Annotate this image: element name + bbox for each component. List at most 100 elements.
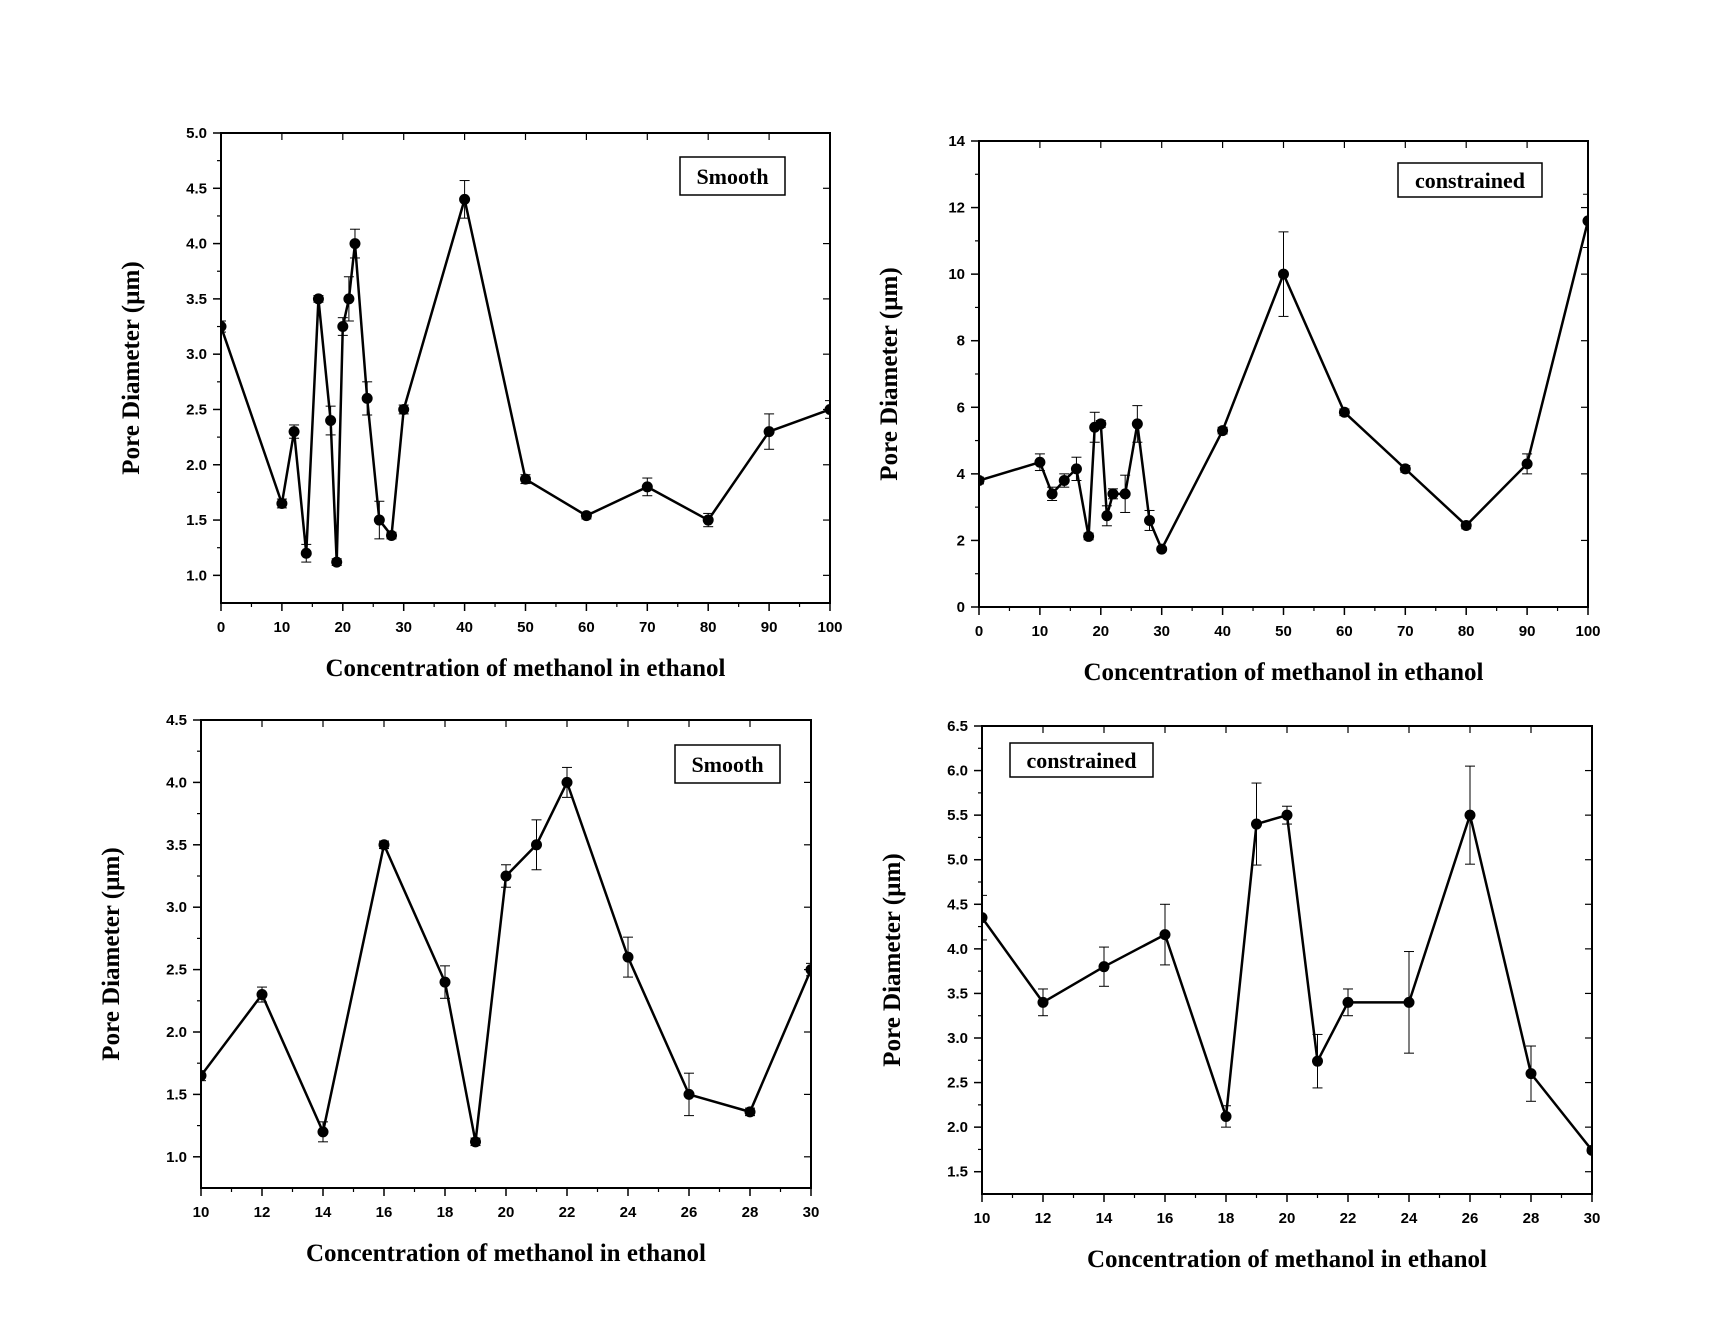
- data-layer: [221, 180, 830, 568]
- x-tick-label: 20: [1092, 623, 1109, 640]
- y-tick-label: 6.0: [947, 763, 968, 780]
- data-point: [439, 976, 451, 988]
- y-tick-label: 2: [957, 532, 965, 549]
- data-point: [982, 912, 988, 924]
- x-tick-label: 20: [1279, 1210, 1296, 1227]
- data-point: [531, 839, 542, 851]
- data-point: [1034, 456, 1046, 468]
- x-tick-label: 40: [456, 619, 473, 636]
- x-tick-label: 80: [700, 619, 717, 636]
- data-point: [1046, 488, 1058, 500]
- data-point: [1586, 1144, 1592, 1156]
- plot-frame: [978, 140, 1589, 608]
- y-tick-label: 4.5: [166, 712, 187, 729]
- data-point: [1217, 425, 1229, 437]
- x-tick-label: 50: [1275, 623, 1292, 640]
- data-layer: [979, 193, 1588, 555]
- x-tick-label: 14: [1096, 1210, 1113, 1227]
- data-point: [1119, 488, 1131, 500]
- data-point: [1338, 406, 1350, 418]
- legend-box: [1397, 162, 1543, 198]
- data-point: [312, 293, 324, 305]
- x-tick-label: 22: [559, 1204, 576, 1221]
- legend-label: constrained: [1415, 168, 1525, 193]
- data-point: [561, 776, 573, 788]
- x-tick-label: 28: [742, 1204, 759, 1221]
- x-tick-label: 90: [1519, 623, 1536, 640]
- x-axis-title: Concentration of methanol in ethanol: [1084, 659, 1484, 686]
- data-point: [349, 238, 361, 250]
- series-line: [201, 781, 811, 1144]
- data-point: [317, 1126, 329, 1138]
- data-point: [1278, 268, 1289, 280]
- y-tick-label: 1.5: [947, 1164, 968, 1181]
- y-tick-label: 2.5: [947, 1075, 968, 1092]
- x-tick-label: 28: [1523, 1210, 1540, 1227]
- panel-top-left: 0 10 20 30 40 50 60 70 80 90 100 1.0 1.5 2.0 2.5 3.0 3.5…: [118, 125, 843, 682]
- data-point: [824, 403, 830, 415]
- data-point: [702, 514, 714, 526]
- x-tick-label: 16: [1157, 1210, 1174, 1227]
- data-point: [1144, 514, 1156, 526]
- y-tick-label: 2.0: [947, 1119, 968, 1136]
- data-point: [361, 392, 373, 404]
- x-tick-label: 10: [274, 619, 291, 636]
- data-layer: [201, 766, 811, 1148]
- x-tick-label: 14: [315, 1204, 332, 1221]
- panel-bottom-left: 10 12 14 16 18 20 22 24 26 28 30 1.0 1.5 2.0 2.5 3.0 3.5…: [98, 712, 819, 1267]
- data-point: [337, 321, 349, 333]
- data-point: [641, 481, 653, 493]
- y-axis-title: Pore Diameter (µm): [876, 267, 903, 480]
- x-tick-label: 30: [1153, 623, 1170, 640]
- data-point: [1281, 809, 1293, 821]
- x-tick-label: 30: [803, 1204, 820, 1221]
- y-tick-label: 3.5: [947, 985, 968, 1002]
- y-axis-title: Pore Diameter (µm): [879, 853, 906, 1066]
- legend-label: Smooth: [691, 752, 763, 777]
- data-point: [1070, 463, 1082, 475]
- x-tick-label: 0: [975, 623, 983, 640]
- data-point: [288, 426, 300, 438]
- data-point: [1582, 215, 1588, 227]
- x-tick-label: 26: [681, 1204, 698, 1221]
- data-point: [378, 839, 390, 851]
- y-tick-label: 3.0: [947, 1030, 968, 1047]
- x-tick-label: 90: [761, 619, 778, 636]
- data-point: [1342, 996, 1354, 1008]
- data-point: [325, 415, 337, 427]
- data-point: [1156, 543, 1168, 555]
- x-tick-label: 60: [1336, 623, 1353, 640]
- data-point: [459, 193, 471, 205]
- data-point: [1101, 510, 1113, 522]
- data-point: [1312, 1055, 1323, 1067]
- y-tick-label: 6: [957, 399, 965, 416]
- y-tick-label: 0: [957, 599, 965, 616]
- y-tick-label: 12: [948, 200, 965, 217]
- series-line: [982, 813, 1592, 1152]
- data-point: [580, 510, 592, 522]
- x-tick-label: 50: [517, 619, 534, 636]
- data-point: [386, 530, 398, 542]
- y-tick-label: 1.0: [186, 567, 207, 584]
- data-point: [1095, 418, 1107, 430]
- data-point: [1131, 418, 1143, 430]
- y-tick-label: 4: [957, 466, 966, 483]
- data-layer: [982, 765, 1592, 1156]
- y-tick-label: 3.5: [166, 837, 187, 854]
- data-point: [221, 321, 227, 333]
- data-point: [276, 497, 288, 509]
- x-tick-label: 0: [217, 619, 225, 636]
- data-point: [622, 951, 634, 963]
- y-axis-title: Pore Diameter (µm): [118, 261, 145, 474]
- data-point: [1399, 463, 1411, 475]
- data-point: [520, 473, 531, 485]
- y-tick-label: 3.0: [166, 899, 187, 916]
- x-tick-label: 20: [334, 619, 351, 636]
- x-tick-label: 30: [395, 619, 412, 636]
- y-tick-label: 2.0: [186, 457, 207, 474]
- data-point: [256, 989, 268, 1001]
- x-axis-title: Concentration of methanol in ethanol: [326, 655, 726, 682]
- data-point: [1058, 475, 1070, 487]
- y-tick-label: 3.0: [186, 346, 207, 363]
- x-tick-label: 100: [817, 619, 842, 636]
